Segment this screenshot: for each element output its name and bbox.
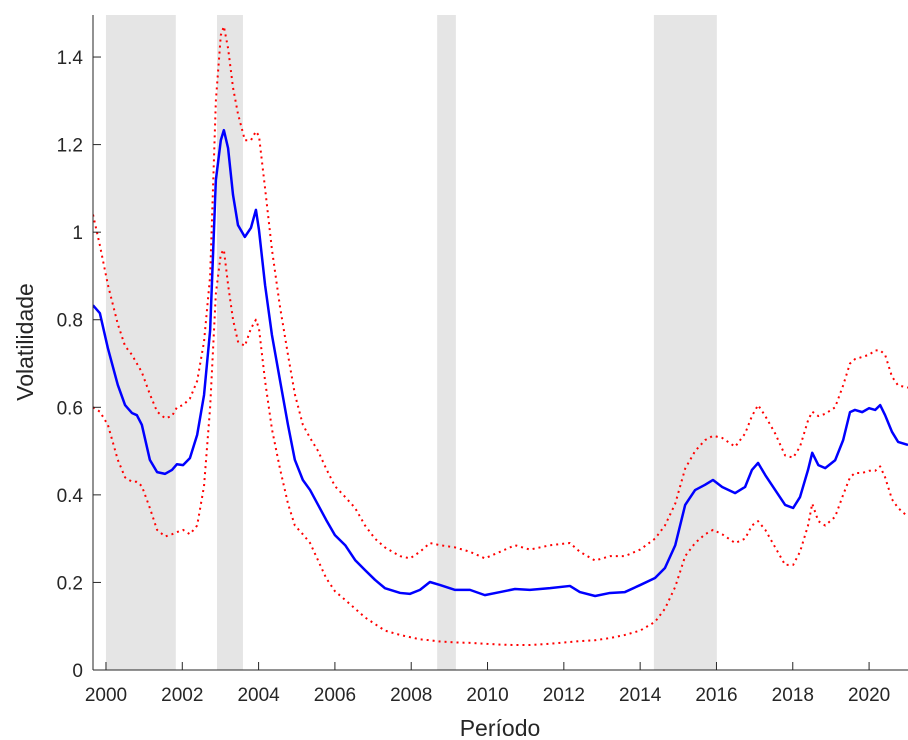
x-tick-label: 2010 <box>466 685 508 706</box>
x-tick-label: 2004 <box>237 685 280 706</box>
x-tick-label: 2006 <box>314 685 356 706</box>
y-tick-label: 0 <box>72 661 83 682</box>
band-line <box>93 25 908 562</box>
y-tick-label: 1 <box>72 223 83 244</box>
y-axis-label: Volatilidade <box>12 283 38 401</box>
x-tick-label: 2020 <box>848 685 890 706</box>
x-tick-label: 2012 <box>543 685 585 706</box>
shaded-bands <box>105 15 717 670</box>
y-tick-label: 1.2 <box>57 136 83 157</box>
x-tick-label: 2000 <box>85 685 127 706</box>
shaded-period <box>217 15 243 670</box>
x-tick-label: 2008 <box>390 685 432 706</box>
band-line <box>93 248 908 647</box>
plot-area <box>93 25 908 647</box>
shaded-period <box>653 15 717 670</box>
y-tick-label: 0.4 <box>57 486 84 507</box>
x-tick-label: 2014 <box>619 685 662 706</box>
shaded-period <box>437 15 456 670</box>
x-tick-label: 2016 <box>695 685 737 706</box>
y-tick-label: 1.4 <box>57 48 84 69</box>
shaded-period <box>105 15 176 670</box>
y-tick-label: 0.6 <box>57 398 83 419</box>
x-tick-label: 2018 <box>772 685 814 706</box>
series-line <box>93 128 908 598</box>
y-tick-label: 0.2 <box>57 573 83 594</box>
x-tick-label: 2002 <box>161 685 203 706</box>
x-axis-label: Período <box>460 715 541 740</box>
axes <box>92 15 908 671</box>
y-tick-label: 0.8 <box>57 311 83 332</box>
